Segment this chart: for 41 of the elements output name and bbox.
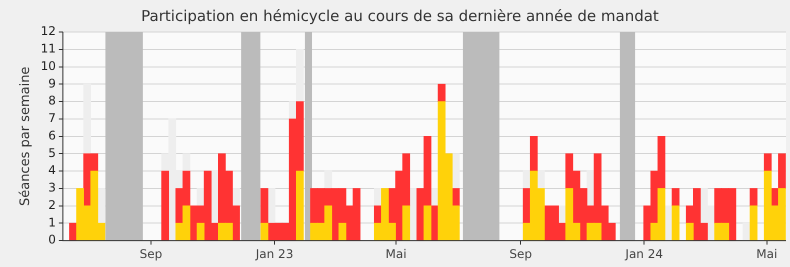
- bar: [424, 206, 432, 240]
- bar: [750, 206, 758, 240]
- y-axis-title: Séances par semaine: [18, 66, 34, 206]
- bar: [750, 188, 758, 206]
- x-tick-label: Sep: [140, 246, 162, 261]
- x-tick-label: Mai: [756, 246, 778, 261]
- bar: [196, 188, 204, 206]
- y-tick-label: 10: [40, 58, 56, 73]
- bar: [338, 222, 346, 240]
- y-tick-label: 8: [48, 94, 56, 108]
- y-tick-label: 1: [48, 215, 56, 230]
- bar: [196, 222, 204, 240]
- bar: [778, 153, 786, 189]
- y-tick-label: 5: [48, 146, 56, 160]
- bar: [672, 188, 680, 206]
- bar: [764, 153, 772, 172]
- bar: [83, 84, 92, 154]
- y-tick-label: 4: [48, 163, 56, 178]
- x-tick-label: Jan 24: [624, 246, 664, 261]
- y-tick-label: 7: [48, 111, 56, 126]
- chart-title: Participation en hémicycle au cours de sa dernière année de mandat: [141, 6, 659, 25]
- bar: [530, 136, 538, 172]
- y-tick-label: 9: [48, 76, 56, 90]
- bar: [296, 49, 304, 102]
- x-tick-label: Sep: [509, 246, 532, 261]
- bar: [686, 222, 694, 240]
- x-tick-label: Jan 23: [254, 246, 294, 261]
- x-tick-label: Mai: [386, 246, 407, 261]
- bar: [182, 153, 190, 172]
- y-tick-label: 12: [40, 24, 56, 38]
- y-tick-label: 11: [40, 42, 56, 56]
- y-tick-label: 3: [48, 180, 56, 195]
- y-tick-label: 2: [48, 198, 56, 212]
- bar: [260, 222, 268, 240]
- bar: [672, 206, 680, 240]
- y-tick-label: 0: [48, 232, 56, 247]
- bar: [260, 188, 268, 224]
- bar: [324, 170, 332, 189]
- bar: [402, 206, 410, 240]
- bar: [438, 84, 446, 102]
- y-tick-label: 6: [48, 128, 56, 142]
